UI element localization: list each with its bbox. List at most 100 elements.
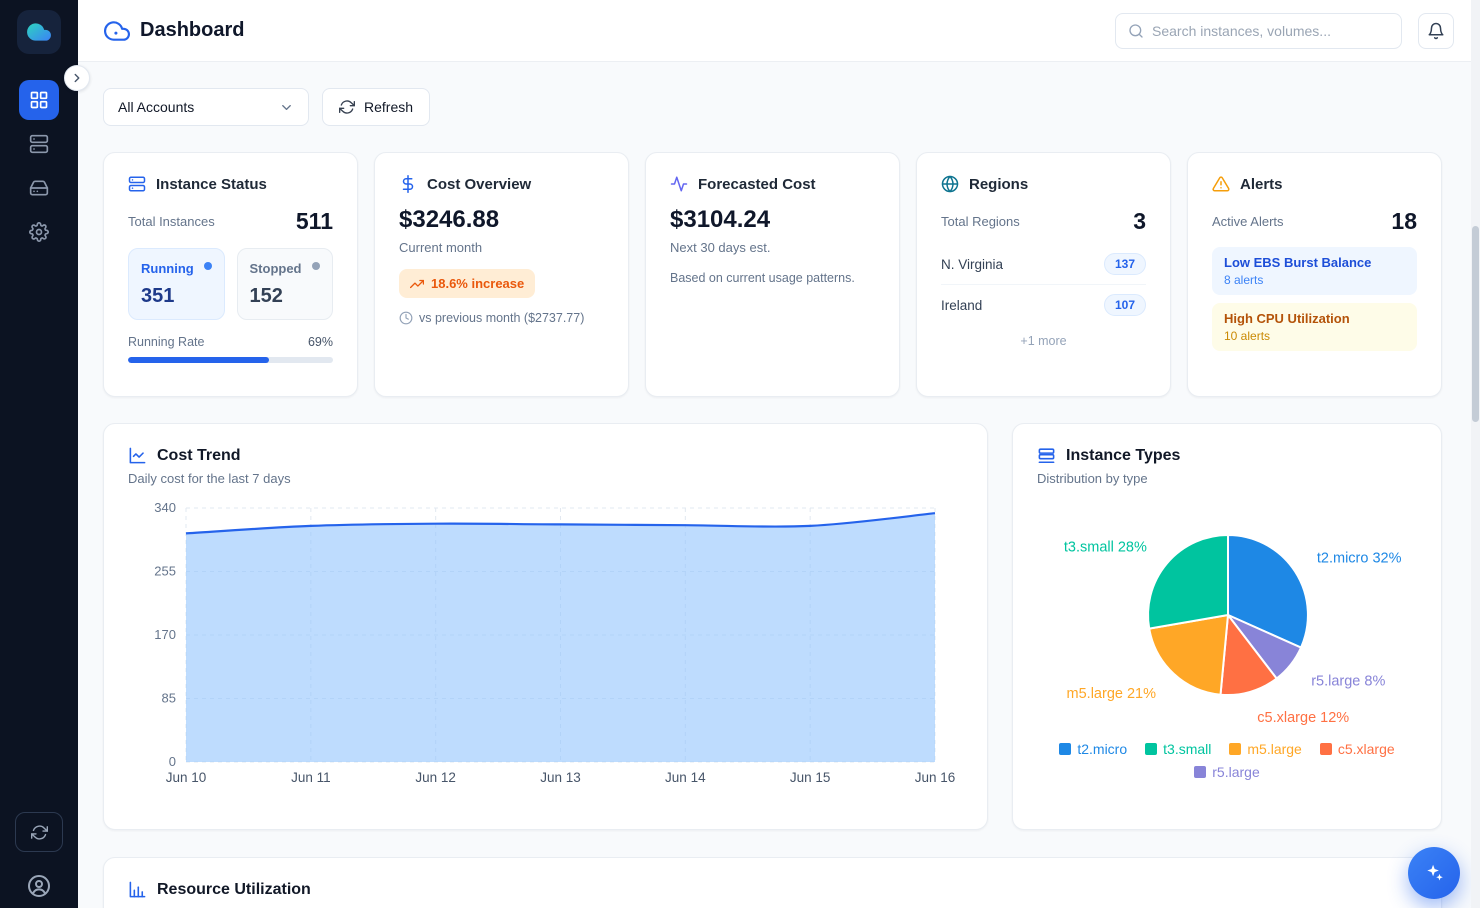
instance-status-card: Instance Status Total Instances 511 Runn… [103, 152, 358, 397]
legend-label: c5.xlarge [1337, 741, 1395, 757]
active-alerts-label: Active Alerts [1212, 214, 1284, 229]
notifications-button[interactable] [1418, 12, 1454, 49]
account-filter-select[interactable]: All Accounts [103, 88, 309, 126]
x-tick-label: Jun 15 [790, 770, 831, 785]
alert-count: 10 alerts [1224, 329, 1271, 343]
hard-drive-icon [29, 178, 49, 198]
y-tick-label: 0 [169, 754, 176, 769]
forecasted-cost-card: Forecasted Cost $3104.24 Next 30 days es… [645, 152, 900, 397]
pie-slice[interactable] [1219, 612, 1279, 697]
card-title: Cost Overview [427, 175, 532, 193]
alert-triangle-icon [1212, 175, 1230, 193]
ai-assistant-button[interactable] [1408, 847, 1460, 899]
clock-icon [399, 311, 413, 325]
pie-slice-label: t2.micro 32% [1317, 550, 1402, 566]
app-logo[interactable] [17, 10, 61, 54]
chevron-right-icon [70, 71, 84, 85]
sidebar-item-servers[interactable] [19, 124, 59, 164]
stopped-label: Stopped [249, 261, 302, 276]
cost-trend-title: Cost Trend [157, 446, 241, 464]
refresh-icon [339, 99, 355, 115]
card-title: Regions [969, 175, 1029, 193]
legend-swatch [1229, 743, 1242, 755]
header-title-group: Dashboard [104, 18, 244, 44]
cost-period-label: Current month [399, 240, 483, 255]
region-name: Ireland [941, 297, 983, 313]
x-tick-label: Jun 11 [291, 770, 331, 785]
line-chart-icon [128, 446, 147, 465]
cost-trend-chart: 0 85 170 255 340 Jun 10 Jun 11 Jun 12 Jun 13 Jun … [154, 500, 956, 785]
sidebar-item-settings[interactable] [19, 212, 59, 252]
pie-slice[interactable] [1227, 533, 1309, 649]
trending-up-icon [410, 277, 424, 291]
sidebar-expand-button[interactable] [64, 65, 90, 91]
instance-types-title: Instance Types [1066, 446, 1181, 464]
forecast-amount: $3104.24 [670, 206, 771, 233]
server-icon [29, 134, 49, 154]
user-avatar-button[interactable] [27, 874, 51, 898]
regions-more-link[interactable]: +1 more [1020, 334, 1067, 348]
y-tick-label: 85 [162, 691, 176, 706]
main-content: All Accounts Refresh [78, 62, 1480, 908]
globe-icon [941, 175, 959, 193]
legend-label: m5.large [1247, 741, 1302, 757]
search-input[interactable] [1152, 22, 1389, 39]
grid-icon [29, 90, 49, 110]
resource-utilization-title: Resource Utilization [157, 880, 311, 898]
sparkles-icon [1423, 862, 1445, 884]
stopped-dot [312, 262, 320, 270]
legend-row: t2.micro t3.small m5.large c5.xlarge [1037, 741, 1417, 757]
legend-item[interactable]: m5.large [1229, 741, 1302, 757]
x-tick-label: Jun 12 [415, 770, 456, 785]
legend-swatch [1319, 743, 1332, 755]
dollar-icon [399, 175, 417, 193]
cost-trend-subtitle: Daily cost for the last 7 days [128, 471, 291, 486]
resource-utilization-card: Resource Utilization [103, 857, 1442, 908]
x-tick-label: Jun 13 [540, 770, 581, 785]
pie-slice-label: t3.small 28% [1064, 540, 1147, 556]
pie-legend: t2.micro t3.small m5.large c5.xlarge r5.larg… [1037, 741, 1417, 780]
header: Dashboard [78, 0, 1480, 62]
alerts-card: Alerts Active Alerts 18 Low EBS Burst Ba… [1187, 152, 1442, 397]
alert-list: Low EBS Burst Balance 8 alerts High CPU … [1212, 247, 1417, 351]
scrollbar-thumb[interactable] [1472, 226, 1479, 422]
pie-slice[interactable] [1148, 613, 1230, 696]
refresh-button-label: Refresh [364, 99, 414, 115]
legend-item[interactable]: t2.micro [1059, 741, 1127, 757]
total-regions-label: Total Regions [941, 214, 1020, 229]
stats-row: Instance Status Total Instances 511 Runn… [103, 152, 1442, 397]
legend-row: r5.large [1037, 764, 1417, 780]
region-count-badge: 107 [1103, 294, 1146, 316]
pie-slice[interactable] [1147, 533, 1229, 630]
running-count: 351 [141, 285, 175, 307]
running-rate-progress [128, 357, 333, 363]
running-label: Running [141, 261, 194, 276]
gear-icon [29, 222, 49, 242]
alert-item[interactable]: Low EBS Burst Balance 8 alerts [1212, 247, 1417, 295]
sidebar-footer [15, 812, 63, 908]
running-rate-label: Running Rate [128, 335, 205, 349]
regions-card: Regions Total Regions 3 N. Virginia 137 … [916, 152, 1171, 397]
pie-slice-label: m5.large 21% [1067, 686, 1157, 702]
refresh-button[interactable]: Refresh [322, 88, 431, 126]
card-title: Alerts [1240, 175, 1283, 193]
region-count-badge: 137 [1103, 253, 1146, 275]
user-icon [27, 874, 51, 898]
cost-trend-line[interactable] [185, 512, 936, 535]
alert-item[interactable]: High CPU Utilization 10 alerts [1212, 303, 1417, 351]
instance-types-card: Instance Types Distribution by type t2.m… [1012, 423, 1442, 830]
sidebar-refresh-button[interactable] [15, 812, 63, 852]
total-instances-value: 511 [295, 208, 333, 234]
legend-item[interactable]: t3.small [1145, 741, 1211, 757]
running-dot [203, 262, 212, 270]
running-rate-value: 69% [307, 335, 333, 349]
page-title: Dashboard [140, 19, 245, 41]
legend-item[interactable]: c5.xlarge [1319, 741, 1395, 757]
x-tick-label: Jun 16 [915, 770, 956, 785]
sidebar-item-dashboard[interactable] [19, 80, 59, 120]
sidebar-item-storage[interactable] [19, 168, 59, 208]
current-cost-amount: $3246.88 [399, 206, 500, 233]
total-instances-label: Total Instances [128, 214, 215, 229]
legend-item[interactable]: r5.large [1194, 764, 1260, 780]
